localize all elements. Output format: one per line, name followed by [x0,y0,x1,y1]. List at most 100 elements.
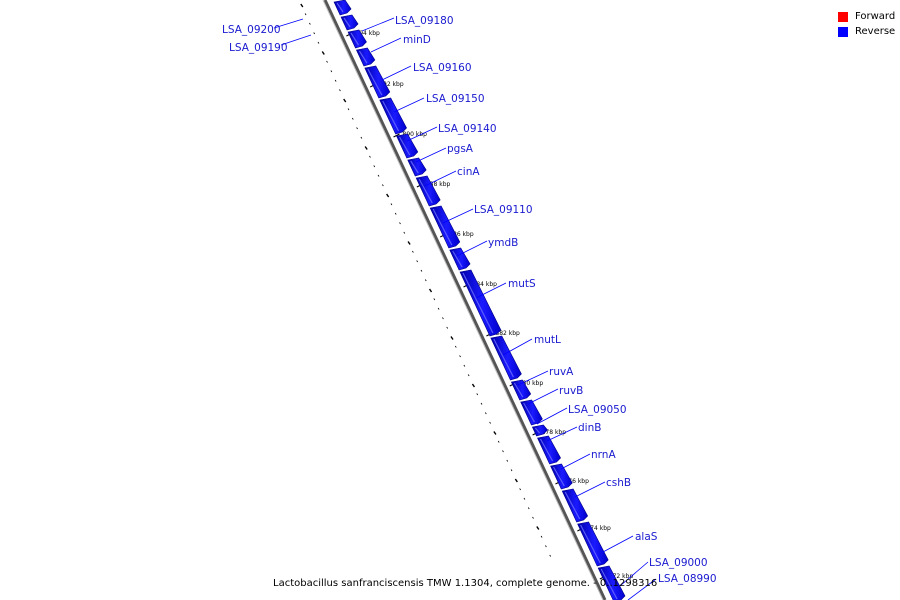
gene-highlight [462,272,494,334]
inner-ring-tick [506,459,509,462]
gene-highlight [580,524,601,564]
gene-leader-line [381,65,412,81]
legend-forward-label: Forward [855,11,896,22]
gene-label: LSA_09110 [474,204,533,216]
inner-ring-tick [420,269,423,272]
gene-label: LSA_09190 [229,42,288,54]
gene-arrow [407,157,427,177]
gene-label: mutS [508,278,536,290]
gene-label: nrnA [591,449,616,461]
gene-label: cshB [606,477,631,489]
gene-label: minD [403,34,431,46]
ruler-label: 874 kbp [586,525,611,532]
gene-leader-line [527,388,559,405]
inner-ring-tick [549,554,552,557]
gene-highlight [336,2,344,13]
ruler-label: 886 kbp [449,231,474,238]
ruler-label: 878 kbp [542,429,567,436]
gene-highlight [600,568,618,600]
inner-ring-tick [394,212,397,215]
gene-leader-line [393,97,425,113]
gene-highlight [564,491,581,520]
inner-ring-tick [416,260,418,263]
inner-ring-tick [476,393,479,396]
gene-label: ymdB [488,237,518,249]
gene-leader-line [456,240,488,257]
gene-highlight [367,68,383,96]
inner-ring-tick [527,507,530,510]
gene-leader-line [475,282,507,299]
gene-arrow [333,0,352,16]
inner-ring-tick [313,32,316,35]
reverse-swatch [838,26,848,37]
inner-ring-tick [347,108,350,111]
inner-ring-tick [356,127,358,130]
gene-arrow [340,14,359,31]
inner-ring-tick [360,136,363,139]
inner-ring-tick [463,364,466,367]
gene-label: LSA_08990 [658,573,717,585]
inner-ring-tick [317,41,320,44]
legend-reverse: Reverse [838,24,895,39]
ruler-label: 882 kbp [495,330,520,337]
gene-label: LSA_09200 [222,24,281,36]
inner-ring-tick [484,412,487,415]
inner-ring-tick [545,545,547,548]
gene-leader-line [536,407,568,425]
gene-label: mutL [534,334,561,346]
gene-highlight [513,382,524,398]
gene-label: LSA_09050 [568,404,627,416]
legend: Forward Reverse [838,9,895,39]
inner-ring-tick [467,374,470,377]
gene-leader-line [560,453,591,470]
gene-highlight [350,32,359,46]
inner-ring-tick [514,478,518,483]
inner-ring-tick [304,13,307,16]
gene-leader-line [627,578,657,600]
inner-ring-tick [412,250,414,253]
inner-ring-tick [334,79,337,82]
gene-highlight [432,208,453,246]
gene-highlight [539,438,554,462]
gene-label: alaS [635,531,658,543]
backbone-line [323,0,607,600]
gene-leader-line [280,34,312,46]
inner-ring-tick [540,535,543,538]
gene-highlight [358,50,368,64]
inner-ring-tick [532,516,534,519]
inner-ring-tick [459,355,461,358]
inner-ring-tick [519,488,521,491]
inner-ring-tick [493,431,497,435]
gene-label: pgsA [447,143,474,155]
inner-ring-tick [442,317,444,320]
gene-leader-line [424,170,457,187]
forward-swatch [838,11,848,22]
gene-highlight [399,136,411,156]
gene-label: LSA_09180 [395,15,454,27]
gene-leader-line [546,426,578,442]
inner-ring-tick [480,402,483,405]
inner-ring-tick [373,165,376,168]
inner-ring-tick [497,440,500,443]
inner-ring-tick [381,184,384,187]
gene-highlight [553,466,565,487]
gene-leader-line [406,126,438,142]
gene-label: dinB [578,422,601,434]
inner-ring-tick [321,51,325,55]
ruler-label: 892 kbp [379,81,404,88]
inner-ring-tick [364,146,368,150]
inner-ring-tick [407,241,411,245]
inner-ring-tick [300,3,304,8]
inner-ring-tick [450,336,454,340]
inner-ring-tick [369,155,371,158]
gene-highlight [523,402,535,423]
inner-ring-tick [377,174,380,177]
gene-leader-line [574,481,606,498]
ruler-label: 876 kbp [564,478,589,485]
gene-leader-line [502,338,533,356]
inner-ring-tick [471,383,476,388]
gene-leader-line [619,561,649,587]
backbone-shadow [322,0,604,600]
gene-leader-line [602,535,634,553]
